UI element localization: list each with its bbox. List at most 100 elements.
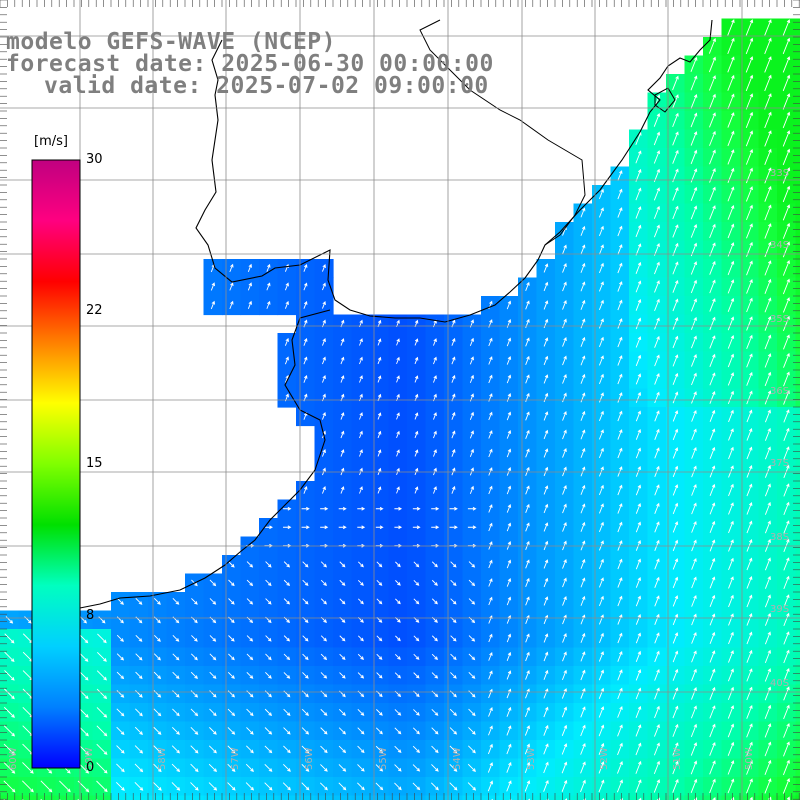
wind-arrow [284, 356, 289, 365]
wind-arrow [171, 745, 180, 754]
wind-arrow [709, 520, 716, 533]
wind-arrow [375, 727, 383, 735]
wind-arrow [283, 745, 291, 754]
wind-arrow [412, 506, 421, 511]
wind-arrow [727, 149, 735, 165]
wind-arrow [580, 355, 586, 366]
wind-arrow [562, 355, 567, 366]
wind-arrow [4, 651, 15, 663]
wind-arrow [617, 262, 623, 274]
wind-arrow [617, 558, 623, 570]
wind-cell [795, 740, 800, 760]
wind-arrow [209, 579, 217, 587]
wind-arrow [357, 579, 364, 586]
wind-arrow [654, 687, 660, 700]
wind-arrow [746, 704, 753, 719]
wind-arrow [745, 19, 754, 36]
lon-label: 60W [8, 747, 19, 770]
wind-arrow [653, 760, 660, 775]
wind-arrow [635, 742, 642, 756]
wind-arrow [487, 780, 494, 792]
wind-cell [555, 795, 575, 800]
wind-arrow [153, 782, 162, 791]
wind-arrow [227, 763, 236, 772]
wind-arrow [746, 594, 753, 608]
wind-arrow [783, 446, 790, 460]
wind-arrow [690, 112, 698, 128]
wind-arrow [4, 633, 15, 644]
wind-arrow [764, 260, 772, 276]
wind-arrow [468, 727, 476, 735]
wind-arrow [301, 708, 309, 716]
wind-arrow [246, 745, 254, 754]
wind-arrow [543, 633, 549, 643]
lon-label: 58W [157, 747, 168, 770]
wind-arrow [617, 336, 623, 348]
wind-arrow [635, 650, 642, 662]
wind-arrow [654, 632, 660, 644]
wind-arrow [394, 709, 402, 716]
wind-arrow [449, 708, 457, 716]
wind-cell [795, 351, 800, 371]
wind-arrow [654, 298, 660, 312]
wind-arrow [449, 782, 458, 791]
wind-arrow [764, 334, 772, 350]
wind-arrow [782, 74, 791, 92]
wind-cell [259, 795, 279, 800]
lagoon [654, 87, 676, 113]
wind-arrow [764, 130, 772, 147]
wind-arrow [635, 428, 642, 440]
wind-arrow [654, 705, 660, 719]
wind-arrow [709, 631, 716, 644]
wind-arrow [283, 525, 292, 530]
wind-arrow [764, 704, 772, 719]
wind-arrow [431, 579, 438, 586]
wind-arrow [543, 614, 549, 625]
wind-arrow [783, 352, 790, 368]
wind-arrow [783, 704, 790, 720]
wind-cell [111, 795, 131, 800]
wind-arrow [303, 356, 308, 365]
wind-arrow [450, 635, 457, 642]
lon-label: 54W [452, 747, 463, 770]
wind-arrow [617, 614, 623, 625]
wind-arrow [433, 356, 437, 365]
wind-arrow [764, 297, 772, 313]
wind-arrow [580, 336, 586, 347]
lon-label: 50W [744, 747, 755, 770]
wind-arrow [580, 669, 586, 681]
wind-arrow [635, 336, 642, 348]
wind-arrow [153, 726, 162, 735]
wind-arrow [746, 390, 753, 405]
wind-arrow [653, 187, 660, 201]
wind-arrow [506, 596, 512, 606]
wind-arrow [764, 278, 772, 294]
wind-arrow [340, 375, 345, 383]
wind-arrow [672, 723, 679, 737]
wind-arrow [580, 373, 586, 384]
wind-arrow [414, 486, 419, 494]
wind-arrow [728, 576, 734, 589]
wind-arrow [431, 727, 439, 735]
wind-arrow [320, 579, 327, 586]
wind-arrow [116, 763, 125, 773]
wind-arrow [672, 521, 679, 533]
wind-arrow [340, 412, 345, 420]
wind-cell [166, 795, 186, 800]
wind-arrow [580, 318, 586, 329]
wind-cell [647, 795, 667, 800]
wind-arrow [691, 613, 697, 626]
wind-cell [222, 795, 242, 800]
wind-arrow [134, 763, 144, 773]
wind-arrow [561, 724, 568, 737]
wind-arrow [690, 186, 698, 201]
wind-arrow [562, 411, 567, 421]
wind-arrow [339, 561, 346, 568]
wind-arrow [469, 485, 474, 495]
wind-arrow [525, 522, 530, 532]
wind-arrow [303, 263, 308, 272]
wind-arrow [153, 708, 162, 717]
wind-arrow [154, 635, 161, 642]
wind-arrow [264, 727, 273, 735]
wind-arrow [506, 761, 512, 773]
